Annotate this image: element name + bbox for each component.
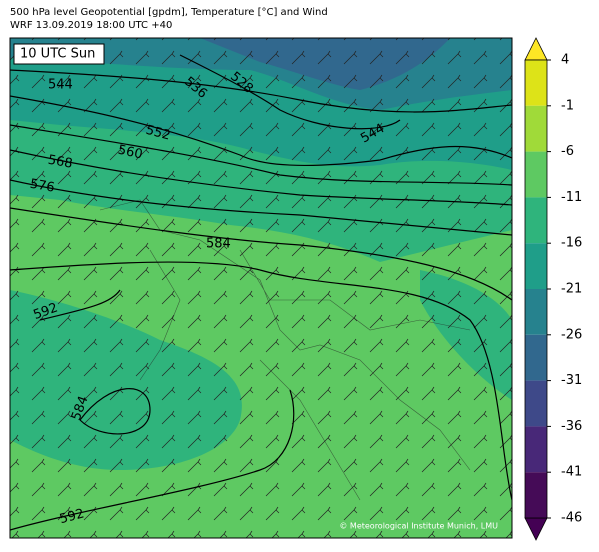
colorbar-band (525, 105, 547, 152)
title: 500 hPa level Geopotential [gpdm], Tempe… (10, 7, 328, 18)
colorbar-band (525, 151, 547, 198)
colorbar-band (525, 289, 547, 335)
colorbar-tick-label: -41 (561, 465, 582, 480)
colorbar-tick-label: -46 (561, 511, 582, 526)
contour-label: 544 (48, 78, 73, 93)
contour-label: 584 (206, 237, 231, 252)
colorbar-tick-label: -31 (561, 373, 582, 388)
colorbar-band (525, 243, 547, 289)
colorbar-band (525, 426, 547, 473)
colorbar-tick-label: -6 (561, 144, 574, 159)
contour-label: 592 (58, 506, 86, 527)
time-label-box (13, 43, 105, 65)
colorbar-band (525, 380, 547, 427)
map (10, 38, 512, 538)
colorbar-tick-label: -11 (561, 190, 582, 205)
contour-label: 552 (144, 123, 172, 144)
colorbar-band (525, 472, 547, 518)
credit: © Meteorological Institute Munich, LMU (339, 522, 498, 531)
contour-label: 568 (47, 153, 74, 172)
time-label: 10 UTC Sun (20, 47, 95, 62)
colorbar-tick-label: -26 (561, 327, 582, 342)
map-frame (9, 37, 513, 539)
colorbar-tick-label: -16 (561, 236, 582, 251)
colorbar: 4 -1 -6 -11 -16 -21 -26 -31 -36 -41 -46 (524, 37, 582, 541)
contour-label: 576 (29, 177, 56, 196)
colorbar-under (524, 517, 548, 541)
colorbar-over (524, 37, 548, 61)
colorbar-band (525, 197, 547, 244)
colorbar-band (525, 60, 547, 106)
contour-label: 560 (116, 143, 143, 163)
colorbar-tick-label: 4 (561, 53, 569, 68)
colorbar-tick-label: -36 (561, 419, 582, 434)
colorbar-tick-label: -21 (561, 282, 582, 297)
colorbar-band (525, 334, 547, 381)
colorbar-tick-label: -1 (561, 98, 574, 113)
subtitle: WRF 13.09.2019 18:00 UTC +40 (10, 20, 172, 31)
